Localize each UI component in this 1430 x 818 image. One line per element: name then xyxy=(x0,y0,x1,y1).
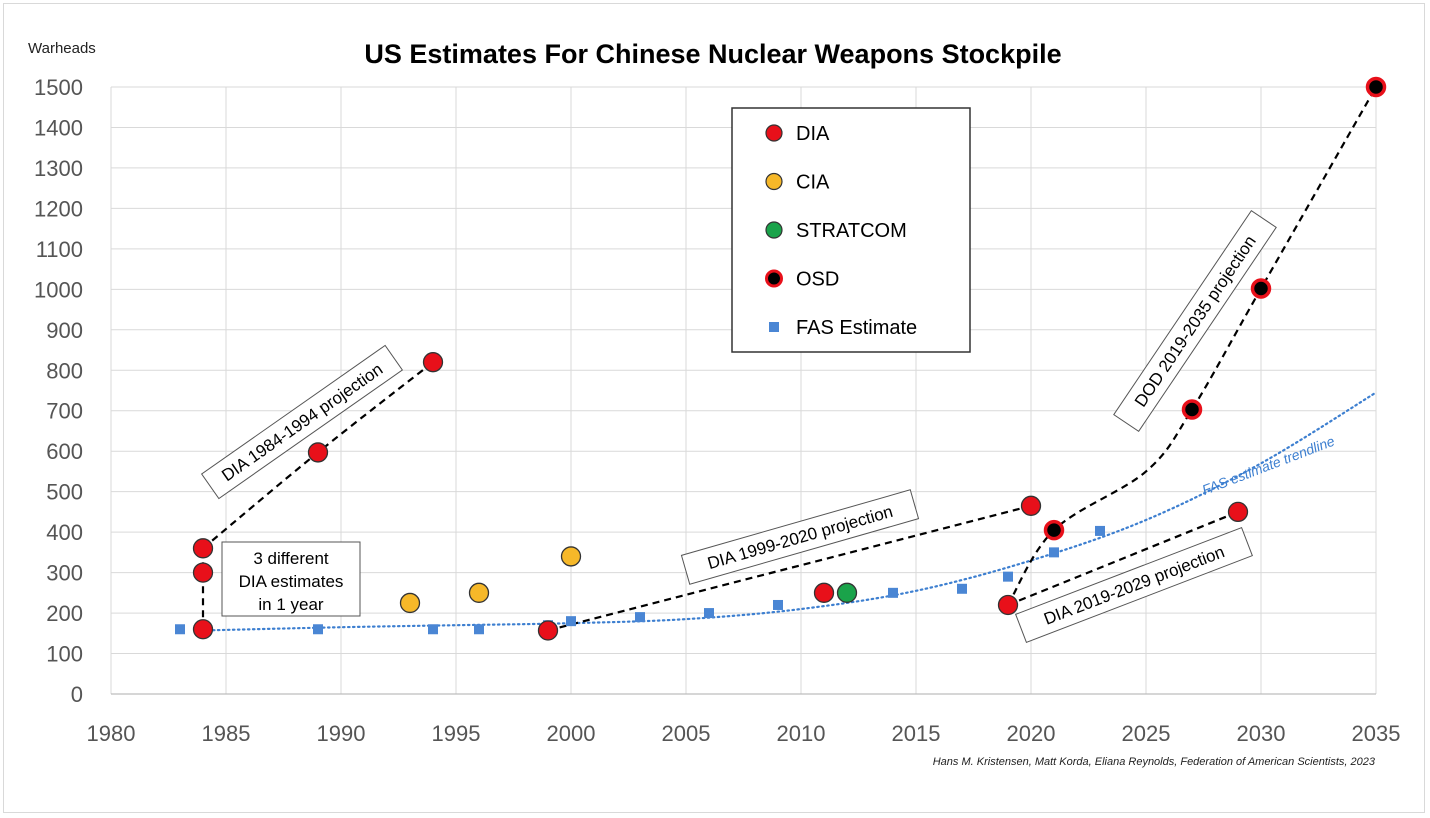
annotation-three-estimates-line-2: DIA estimates xyxy=(239,572,344,591)
annotation-dia-1999-2020-text: DIA 1999-2020 projection xyxy=(705,502,895,573)
y-tick-label: 100 xyxy=(46,642,83,667)
x-tick-label: 2010 xyxy=(777,721,826,746)
y-tick-label: 800 xyxy=(46,358,83,383)
osd-point xyxy=(1043,519,1065,541)
fas-estimate-point xyxy=(474,624,484,635)
fas-estimate-point xyxy=(313,624,323,635)
chart-title: US Estimates For Chinese Nuclear Weapons… xyxy=(364,39,1061,69)
fas-trendline-path xyxy=(201,391,1378,632)
legend-label-stratcom: STRATCOM xyxy=(796,220,907,242)
projection-line-4 xyxy=(1007,510,1239,606)
fas-estimate-point xyxy=(175,624,185,635)
cia-point xyxy=(560,546,582,567)
fas-estimate-point xyxy=(1049,547,1059,558)
fas-trendline xyxy=(201,391,1378,632)
fas-estimate-point xyxy=(1095,525,1105,536)
x-tick-label: 2030 xyxy=(1237,721,1286,746)
fas-estimate-point xyxy=(957,583,967,594)
y-tick-label: 0 xyxy=(71,682,83,707)
fas-estimate-point xyxy=(635,612,645,623)
cia-point xyxy=(468,582,490,603)
y-tick-label: 700 xyxy=(46,399,83,424)
y-tick-label: 500 xyxy=(46,480,83,505)
dia-point xyxy=(537,620,559,641)
dia-point xyxy=(307,442,329,463)
y-tick-label: 1200 xyxy=(34,196,83,221)
y-tick-label: 400 xyxy=(46,520,83,545)
annotation-dia-1999-2020: DIA 1999-2020 projection xyxy=(680,489,920,585)
annotation-dia-2019-2029: DIA 2019-2029 projection xyxy=(1015,526,1253,644)
x-tick-label: 2015 xyxy=(892,721,941,746)
legend-label-dia: DIA xyxy=(796,123,830,145)
legend: DIA CIA STRATCOM OSD FAS Estimate xyxy=(731,107,971,353)
x-tick-label: 1980 xyxy=(87,721,136,746)
legend-marker-cia xyxy=(765,172,783,191)
dia-point xyxy=(813,582,835,603)
legend-marker-dia xyxy=(765,124,783,142)
fas-estimate-point xyxy=(704,608,714,619)
annotation-dia-1984-1994-text: DIA 1984-1994 projection xyxy=(218,360,386,486)
x-tick-label: 2025 xyxy=(1122,721,1171,746)
osd-point xyxy=(1365,76,1387,98)
fas-estimate-point xyxy=(566,616,576,627)
y-tick-label: 1000 xyxy=(34,277,83,302)
legend-marker-stratcom xyxy=(765,221,783,239)
osd-point xyxy=(1181,399,1203,420)
annotation-three-estimates: 3 different DIA estimates in 1 year xyxy=(221,541,361,617)
fas-estimate-point xyxy=(1003,571,1013,582)
axis-tick-labels: 0 100 200 300 400 500 600 700 800 900 1000 1100 1200… xyxy=(34,75,1400,746)
legend-label-fas-estimate: FAS Estimate xyxy=(796,317,917,339)
agency-estimate-points xyxy=(192,76,1387,641)
y-tick-label: 200 xyxy=(46,601,83,626)
osd-point xyxy=(1250,278,1272,299)
dia-point xyxy=(1020,495,1042,516)
y-tick-label: 600 xyxy=(46,439,83,464)
x-tick-label: 1990 xyxy=(317,721,366,746)
y-tick-label: 1400 xyxy=(34,115,83,140)
annotation-three-estimates-line-1: 3 different xyxy=(253,549,329,568)
x-tick-label: 1985 xyxy=(202,721,251,746)
x-tick-label: 1995 xyxy=(432,721,481,746)
legend-label-cia: CIA xyxy=(796,172,830,194)
x-tick-label: 2020 xyxy=(1007,721,1056,746)
dia-point xyxy=(192,619,214,640)
dia-point xyxy=(1227,501,1249,523)
dia-point xyxy=(192,562,214,583)
annotation-dia-2019-2029-text: DIA 2019-2029 projection xyxy=(1041,542,1227,628)
credit-text: Hans M. Kristensen, Matt Korda, Eliana R… xyxy=(933,756,1376,768)
annotation-dod-2019-2035-text: DOD 2019-2035 projection xyxy=(1131,232,1260,410)
fas-estimate-point xyxy=(773,599,783,610)
annotation-three-estimates-line-3: in 1 year xyxy=(258,595,324,614)
chart-frame xyxy=(3,3,1425,813)
y-tick-label: 1500 xyxy=(34,75,83,100)
y-tick-label: 900 xyxy=(46,318,83,343)
annotation-dia-1984-1994: DIA 1984-1994 projection xyxy=(200,344,404,500)
dia-point xyxy=(192,538,214,559)
stratcom-point xyxy=(836,582,858,603)
legend-label-osd: OSD xyxy=(796,269,839,291)
y-tick-label: 300 xyxy=(46,561,83,586)
x-tick-label: 2035 xyxy=(1352,721,1401,746)
cia-point xyxy=(399,592,421,614)
dia-point xyxy=(997,594,1019,616)
legend-marker-fas-estimate xyxy=(769,322,779,332)
fas-estimate-point xyxy=(888,587,898,598)
fas-estimate-point xyxy=(428,624,438,635)
y-tick-label: 1100 xyxy=(36,237,83,262)
y-tick-label: 1300 xyxy=(34,156,83,181)
y-axis-label: Warheads xyxy=(28,40,96,57)
legend-marker-osd xyxy=(765,269,783,288)
dia-point xyxy=(422,352,444,373)
trendline-label: FAS estimate trendline xyxy=(1200,433,1337,498)
x-tick-label: 2000 xyxy=(547,721,596,746)
x-tick-label: 2005 xyxy=(662,721,711,746)
annotation-dod-2019-2035: DOD 2019-2035 projection xyxy=(1113,209,1277,433)
